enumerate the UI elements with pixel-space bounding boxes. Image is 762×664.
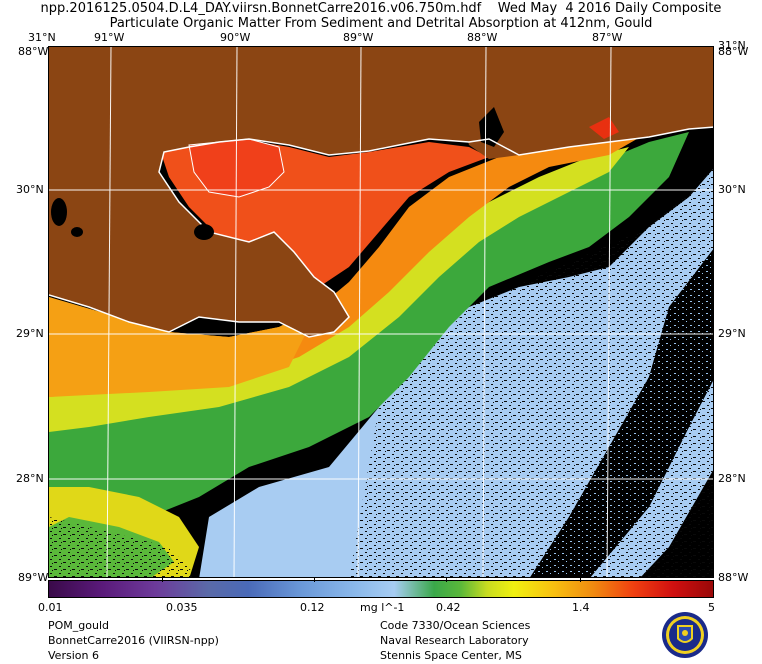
top-left-corner-label: 31°N (28, 31, 56, 44)
lat-label-29n-left: 29°N (16, 327, 44, 340)
colorbar-label-5: 5 (708, 601, 715, 614)
satellite-map[interactable] (48, 46, 714, 578)
lon-label-89w: 89°W (343, 31, 374, 44)
lat-label-28n-left: 28°N (16, 472, 44, 485)
colorbar-label-0-42: 0.42 (436, 601, 461, 614)
lat-label-30n-left: 30°N (16, 183, 44, 196)
version-label: Version 6 (48, 649, 99, 662)
map-subtitle: Particulate Organic Matter From Sediment… (109, 16, 653, 31)
colorbar-label-0-12: 0.12 (300, 601, 325, 614)
right-bottom-corner-label: 88°W (718, 571, 749, 584)
colorbar-label-0-035: 0.035 (166, 601, 198, 614)
nrl-seal-logo (661, 611, 709, 659)
eastern-gap-blue-specks (530, 249, 713, 577)
colorbar-units: mg l^-1 (360, 601, 405, 614)
right-top-corner-label: 88°W (718, 45, 749, 58)
southwest-speckle (49, 517, 198, 577)
inland-lake-1 (51, 198, 67, 226)
map-title: npp.2016125.0504.D.L4_DAY.viirsn.BonnetC… (40, 1, 722, 16)
lon-label-88w: 88°W (467, 31, 498, 44)
mobile-bay-red (589, 117, 619, 139)
colorbar-tick (314, 578, 315, 582)
lat-label-29n-right: 29°N (718, 327, 746, 340)
coastline (49, 126, 713, 338)
inland-lake-3 (194, 224, 214, 240)
lake-outline (188, 138, 285, 198)
colorbar-tick (446, 578, 447, 582)
left-top-corner-label: 88°W (18, 45, 49, 58)
org-code: Code 7330/Ocean Sciences (380, 619, 531, 632)
colorbar-tick (580, 578, 581, 582)
lat-label-28n-right: 28°N (718, 472, 746, 485)
product-name: POM_gould (48, 619, 110, 632)
lat-label-30n-right: 30°N (718, 183, 746, 196)
yellow-plume-band (49, 147, 629, 432)
colorbar-label-1-4: 1.4 (572, 601, 590, 614)
lon-label-91w: 91°W (94, 31, 125, 44)
graticule (49, 47, 713, 577)
colorbar (48, 580, 714, 598)
lon-label-90w: 90°W (220, 31, 251, 44)
top-right-corner-label: 31°N (718, 39, 746, 52)
land-mass (49, 47, 713, 337)
lon-label-87w: 87°W (592, 31, 623, 44)
org-location: Stennis Space Center, MS (380, 649, 522, 662)
dataset-name: BonnetCarre2016 (VIIRSN-npp) (48, 634, 219, 647)
colorbar-label-0-01: 0.01 (38, 601, 63, 614)
org-name: Naval Research Laboratory (380, 634, 529, 647)
colorbar-tick (162, 578, 163, 582)
left-bottom-corner-label: 89°W (18, 571, 49, 584)
map-canvas (49, 47, 713, 577)
inland-lake-2 (71, 227, 83, 237)
orange-west-shelf (49, 297, 319, 397)
